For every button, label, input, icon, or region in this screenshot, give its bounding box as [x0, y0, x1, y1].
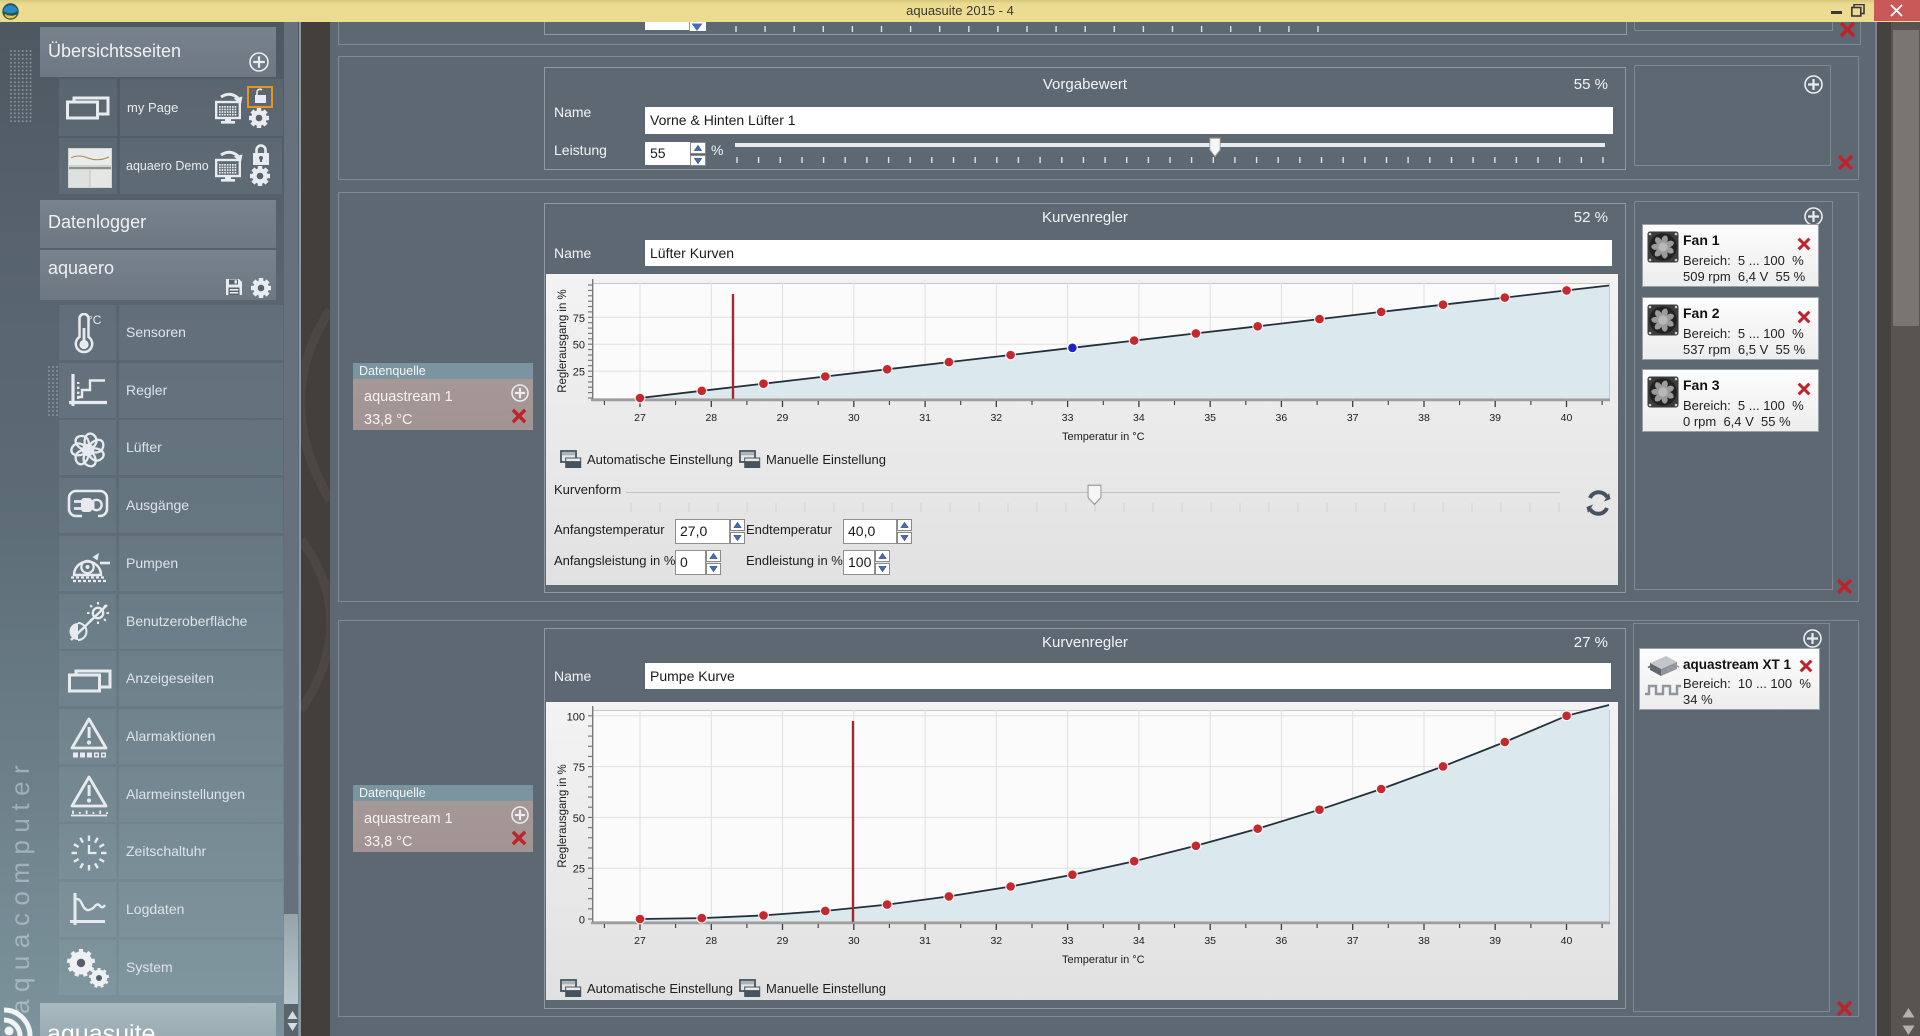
svg-text:36: 36	[1276, 412, 1288, 424]
svg-text:28: 28	[705, 412, 717, 424]
svg-text:38: 38	[1418, 412, 1430, 424]
svg-text:30: 30	[848, 412, 860, 424]
svg-text:25: 25	[573, 367, 585, 379]
svg-text:33: 33	[1062, 412, 1074, 424]
svg-text:100: 100	[567, 711, 585, 723]
svg-text:50: 50	[573, 340, 585, 352]
svg-text:29: 29	[777, 935, 789, 947]
svg-text:38: 38	[1418, 935, 1430, 947]
svg-text:36: 36	[1276, 935, 1288, 947]
svg-text:32: 32	[990, 412, 1002, 424]
svg-text:32: 32	[990, 935, 1002, 947]
svg-text:Reglerausgang in %: Reglerausgang in %	[557, 764, 569, 868]
svg-text:35: 35	[1204, 935, 1216, 947]
svg-text:0: 0	[579, 915, 585, 927]
svg-text:35: 35	[1204, 412, 1216, 424]
svg-text:27: 27	[634, 935, 646, 947]
svg-text:33: 33	[1062, 935, 1074, 947]
svg-text:27: 27	[634, 412, 646, 424]
svg-text:50: 50	[573, 813, 585, 825]
svg-text:75: 75	[573, 762, 585, 774]
svg-text:37: 37	[1347, 412, 1359, 424]
svg-text:39: 39	[1489, 935, 1501, 947]
svg-text:28: 28	[705, 935, 717, 947]
svg-text:37: 37	[1347, 935, 1359, 947]
svg-text:Temperatur in °C: Temperatur in °C	[1062, 431, 1145, 443]
svg-text:75: 75	[573, 313, 585, 325]
svg-text:40: 40	[1561, 935, 1573, 947]
svg-text:29: 29	[777, 412, 789, 424]
svg-text:34: 34	[1133, 412, 1145, 424]
svg-text:31: 31	[919, 935, 931, 947]
svg-text:39: 39	[1489, 412, 1501, 424]
svg-text:40: 40	[1561, 412, 1573, 424]
svg-text:Temperatur in °C: Temperatur in °C	[1062, 954, 1145, 966]
svg-text:Reglerausgang in %: Reglerausgang in %	[557, 289, 569, 393]
svg-text:30: 30	[848, 935, 860, 947]
svg-text:°C: °C	[88, 313, 102, 327]
svg-text:31: 31	[919, 412, 931, 424]
svg-text:25: 25	[573, 864, 585, 876]
svg-text:34: 34	[1133, 935, 1145, 947]
